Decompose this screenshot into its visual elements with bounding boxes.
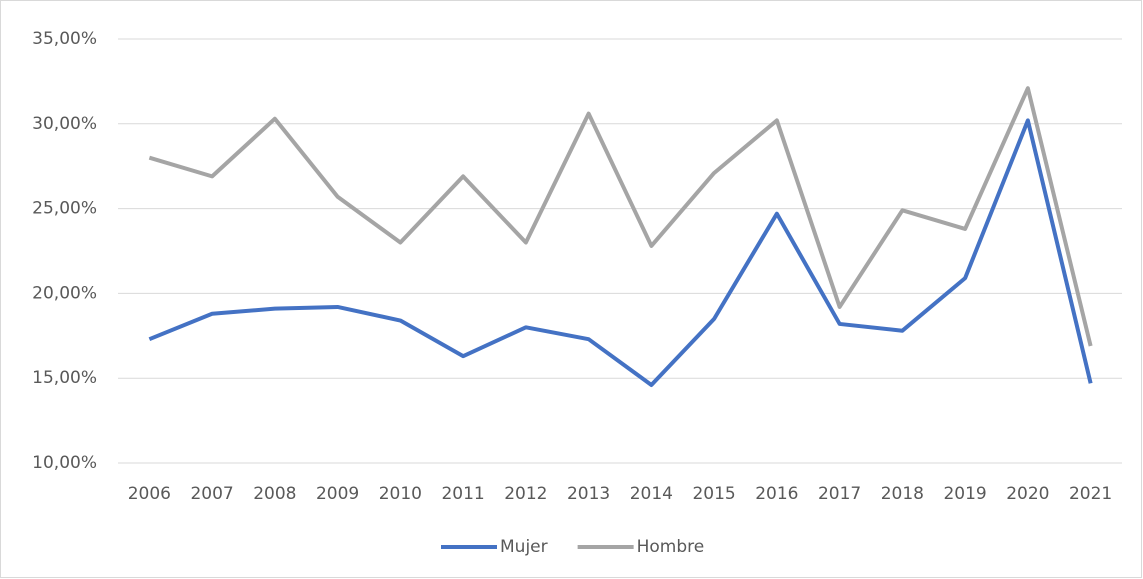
y-tick-label: 15,00% — [32, 368, 97, 388]
y-tick-label: 25,00% — [32, 199, 97, 219]
x-tick-label: 2015 — [692, 484, 735, 504]
series-line — [148, 86, 1093, 347]
x-tick-label: 2014 — [630, 484, 673, 504]
x-tick-label: 2008 — [253, 484, 296, 504]
x-tick-label: 2018 — [881, 484, 924, 504]
x-tick-label: 2019 — [943, 484, 986, 504]
x-tick-label: 2012 — [504, 484, 547, 504]
x-tick-label: 2016 — [755, 484, 798, 504]
x-tick-label: 2020 — [1006, 484, 1049, 504]
y-tick-label: 30,00% — [32, 114, 97, 134]
legend-label: Mujer — [500, 537, 548, 557]
y-tick-label: 10,00% — [32, 453, 97, 473]
x-tick-label: 2010 — [379, 484, 422, 504]
x-tick-label: 2009 — [316, 484, 359, 504]
legend-label: Hombre — [637, 537, 705, 557]
x-tick-label: 2011 — [441, 484, 484, 504]
y-tick-label: 35,00% — [32, 29, 97, 49]
y-tick-label: 20,00% — [32, 283, 97, 303]
x-tick-label: 2006 — [128, 484, 171, 504]
x-tick-label: 2013 — [567, 484, 610, 504]
x-tick-label: 2021 — [1069, 484, 1112, 504]
x-tick-label: 2017 — [818, 484, 861, 504]
series-line — [148, 118, 1093, 387]
x-tick-label: 2007 — [190, 484, 233, 504]
